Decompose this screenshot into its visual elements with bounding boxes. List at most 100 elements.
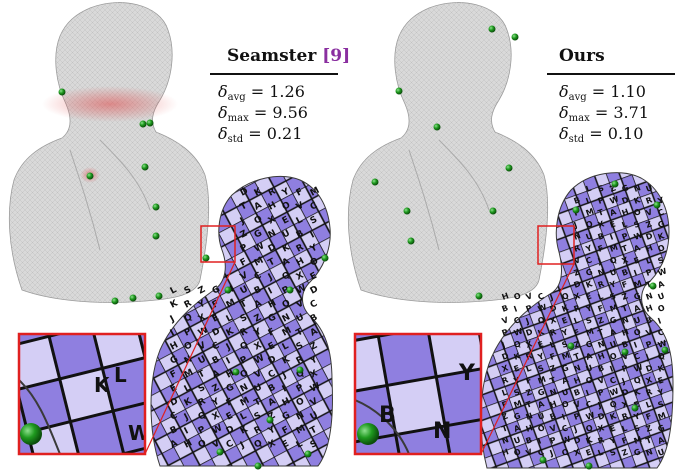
ours-textured-bust (480, 172, 674, 469)
texture-letter: I (561, 412, 567, 421)
texture-letter: X (597, 219, 607, 230)
texture-letter: C (225, 439, 236, 451)
texture-letter: X (267, 215, 278, 227)
texture-letter: U (253, 382, 264, 394)
texture-letter: L (597, 292, 605, 302)
texture-letter: S (657, 399, 666, 410)
texture-letter: P (525, 303, 534, 314)
texture-letter: P (573, 411, 582, 422)
texture-letter: N (295, 410, 306, 422)
texture-letter: G (585, 339, 594, 350)
texture-letter: H (549, 399, 558, 410)
texture-letter: C (585, 399, 594, 410)
texture-letter: J (596, 256, 603, 266)
texture-letter: X (549, 315, 559, 326)
texture-letter: T (549, 375, 558, 386)
texture-letter: V (239, 271, 250, 283)
texture-letter: F (225, 397, 235, 409)
texture-letter: K (633, 195, 643, 206)
texture-letter: W (609, 194, 621, 206)
ours-texture-letters: LSZGNUBIPWDKRYFMTAHOVCJQXELSZGNUBIPWDKRY… (500, 183, 668, 458)
texture-letter: W (253, 353, 267, 367)
texture-letter: D (267, 354, 278, 366)
texture-letter: P (549, 435, 558, 446)
texture-letter: L (501, 388, 509, 398)
texture-letter: K (183, 396, 195, 409)
texture-letter: V (573, 399, 583, 410)
texture-letter: N (501, 435, 510, 446)
texture-letter: C (309, 201, 320, 213)
ours-textured-singularities (539, 180, 669, 470)
texture-letter: I (585, 388, 591, 397)
texture-letter: L (281, 341, 291, 353)
texture-letter: U (537, 411, 546, 422)
texture-letter: X (211, 411, 222, 423)
texture-letter: K (657, 363, 667, 374)
texture-letter: V (253, 369, 264, 381)
texture-letter: P (239, 243, 250, 255)
texture-letter: H (525, 423, 534, 434)
texture-letter: B (211, 355, 222, 367)
texture-letter: U (281, 228, 292, 240)
texture-letter: X (295, 271, 306, 283)
texture-letter: T (295, 327, 306, 339)
texture-letter: B (573, 195, 582, 206)
texture-letter: A (561, 375, 571, 386)
texture-letter: F (525, 376, 533, 386)
texture-letter: N (597, 267, 606, 278)
texture-letter: X (197, 313, 208, 325)
seamster-delta-std: δstd = 0.21 (218, 126, 302, 145)
texture-letter: O (657, 243, 667, 254)
citation-bracket-open: [ (322, 46, 331, 66)
texture-letter: H (267, 298, 278, 310)
texture-letter: M (561, 351, 572, 362)
texture-letter: M (295, 424, 308, 437)
texture-letter: C (513, 315, 522, 326)
texture-letter: Q (513, 339, 523, 350)
texture-letter: W (537, 302, 549, 314)
citation[interactable]: [9] (322, 46, 350, 66)
texture-letter: P (197, 425, 208, 437)
texture-letter: I (513, 304, 519, 313)
texture-letter: U (609, 339, 618, 350)
texture-letter: E (211, 313, 221, 325)
texture-letter: I (537, 436, 543, 445)
texture-letter: W (253, 241, 267, 255)
texture-letter: Z (549, 363, 558, 374)
texture-letter: Z (211, 383, 222, 395)
method-name: Seamster (227, 46, 317, 66)
texture-letter: L (225, 313, 235, 325)
texture-letter: D (525, 327, 535, 338)
texture-letter: Z (645, 219, 654, 230)
texture-letter: Y (266, 425, 278, 438)
texture-letter: J (572, 424, 579, 434)
texture-letter: Z (621, 291, 630, 302)
delta-subscript: avg (227, 92, 246, 103)
texture-letter: M (281, 326, 294, 339)
texture-letter: V (501, 315, 511, 326)
texture-letter: T (267, 257, 278, 269)
texture-letter: V (549, 423, 559, 434)
texture-letter: T (621, 243, 630, 254)
texture-letter: N (267, 228, 278, 240)
texture-letter: V (295, 201, 306, 213)
texture-letter: B (267, 383, 278, 395)
texture-letter: D (549, 303, 559, 314)
texture-letter: F (295, 187, 305, 199)
texture-letter: E (585, 448, 593, 458)
texture-letter: P (295, 383, 306, 395)
texture-letter: T (309, 425, 320, 437)
texture-letter: Y (560, 327, 570, 338)
texture-letter: R (197, 397, 208, 409)
texture-letter: R (253, 425, 264, 437)
texture-letter: G (621, 183, 630, 194)
texture-letter: K (657, 231, 667, 242)
texture-letter: V (197, 341, 208, 353)
texture-letter: J (524, 316, 531, 326)
texture-letter: J (620, 376, 627, 386)
delta-symbol: δ (559, 103, 569, 122)
texture-letter: L (549, 340, 557, 350)
ours-inset-letter: Y (458, 361, 476, 386)
texture-letter: G (225, 382, 236, 394)
texture-letter: Z (597, 315, 606, 326)
